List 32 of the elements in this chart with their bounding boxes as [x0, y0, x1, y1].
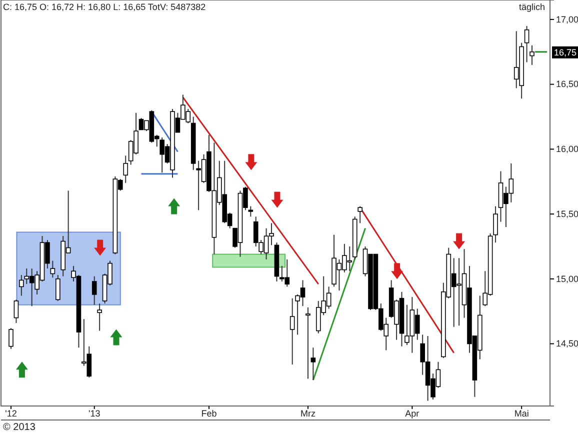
- x-tick-label: Apr: [405, 408, 420, 418]
- x-tick-label: '13: [88, 408, 100, 418]
- candlestick: [530, 44, 534, 66]
- chart-title: C: 16,75 O: 16,72 H: 16,80 L: 16,65 TotV: 5487382: [3, 2, 206, 12]
- x-tick-label: Feb: [201, 408, 217, 418]
- y-tick-label: 17,00: [556, 14, 578, 24]
- candlestick: [19, 274, 24, 296]
- candlestick: [92, 276, 97, 306]
- text: © 2013: [3, 422, 36, 433]
- x-tick-label: Mai: [514, 408, 529, 418]
- candlestick: [123, 155, 128, 184]
- y-tick-label: 15,50: [556, 208, 578, 219]
- candlestick: [524, 25, 530, 63]
- chart-subtitle: täglich: [518, 2, 545, 12]
- candlestick: [290, 298, 295, 365]
- candlestick: [8, 328, 14, 350]
- x-tick-label: '12: [5, 408, 17, 418]
- candlestick: [358, 206, 362, 224]
- text: 16,75: [554, 47, 577, 58]
- candlestick: [97, 303, 102, 332]
- candlestick: [306, 306, 310, 380]
- y-tick-label: 16,00: [556, 144, 578, 154]
- candlestick: [248, 206, 254, 218]
- x-tick-label: Mrz: [300, 408, 316, 418]
- candlestick: [493, 206, 498, 244]
- candlestick: [310, 347, 316, 381]
- y-tick-label: 16,50: [556, 79, 578, 90]
- y-tick-label: 14,50: [556, 338, 578, 349]
- candlestick: [50, 260, 56, 278]
- candlestick: [55, 274, 60, 302]
- y-tick-label: 15,00: [556, 274, 578, 284]
- candlestick: [14, 299, 19, 324]
